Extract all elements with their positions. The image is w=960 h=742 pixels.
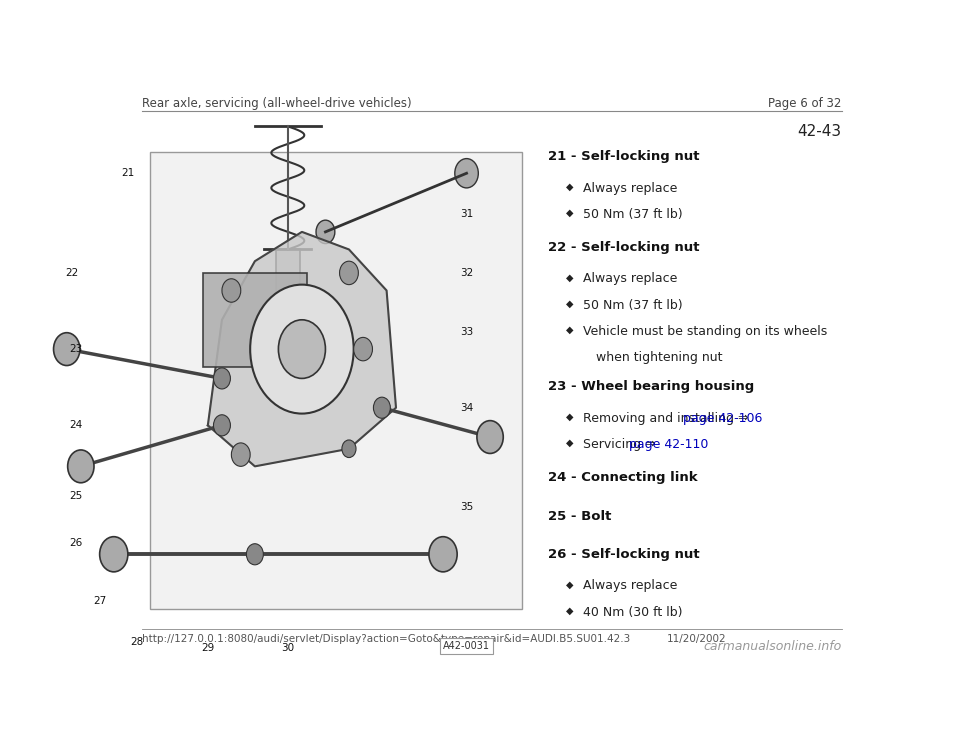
Circle shape xyxy=(231,443,251,466)
Circle shape xyxy=(455,159,478,188)
Circle shape xyxy=(213,415,230,436)
Bar xyxy=(204,273,306,367)
Polygon shape xyxy=(207,232,396,467)
Bar xyxy=(276,249,300,332)
Text: 26 - Self-locking nut: 26 - Self-locking nut xyxy=(548,548,700,561)
Circle shape xyxy=(213,368,230,389)
Text: 22 - Self-locking nut: 22 - Self-locking nut xyxy=(548,241,699,254)
Circle shape xyxy=(100,536,128,572)
Text: 24 - Connecting link: 24 - Connecting link xyxy=(548,471,697,485)
Text: 31: 31 xyxy=(460,209,473,220)
Circle shape xyxy=(247,544,263,565)
Circle shape xyxy=(316,220,335,243)
Text: ◆: ◆ xyxy=(566,299,574,309)
Text: Page 6 of 32: Page 6 of 32 xyxy=(768,96,842,110)
Text: Always replace: Always replace xyxy=(583,580,677,592)
Text: 42-43: 42-43 xyxy=(798,125,842,139)
Text: 34: 34 xyxy=(460,403,473,413)
Text: carmanualsonline.info: carmanualsonline.info xyxy=(704,640,842,653)
Circle shape xyxy=(429,536,457,572)
Circle shape xyxy=(54,332,80,366)
Text: Servicing ⇒: Servicing ⇒ xyxy=(583,439,660,451)
Text: 30: 30 xyxy=(281,643,295,653)
Text: ◆: ◆ xyxy=(566,325,574,335)
Text: ◆: ◆ xyxy=(566,208,574,218)
Text: Removing and installing ⇒: Removing and installing ⇒ xyxy=(583,412,753,425)
Text: page 42-106: page 42-106 xyxy=(684,412,763,425)
Text: 50 Nm (37 ft lb): 50 Nm (37 ft lb) xyxy=(583,299,683,312)
Text: ◆: ◆ xyxy=(566,580,574,589)
Text: 21: 21 xyxy=(121,168,134,178)
Bar xyxy=(150,152,522,609)
Text: ◆: ◆ xyxy=(566,439,574,448)
Text: 27: 27 xyxy=(93,596,107,606)
Text: 11/20/2002: 11/20/2002 xyxy=(667,634,727,643)
Text: 23: 23 xyxy=(69,344,83,354)
Text: ◆: ◆ xyxy=(566,412,574,422)
Text: ◆: ◆ xyxy=(566,182,574,191)
Circle shape xyxy=(67,450,94,483)
Circle shape xyxy=(278,320,325,378)
Text: Vehicle must be standing on its wheels: Vehicle must be standing on its wheels xyxy=(583,325,827,338)
Circle shape xyxy=(353,338,372,361)
Text: 23 - Wheel bearing housing: 23 - Wheel bearing housing xyxy=(548,381,754,393)
Text: 25: 25 xyxy=(69,490,83,501)
Text: 32: 32 xyxy=(460,268,473,278)
Circle shape xyxy=(477,421,503,453)
Circle shape xyxy=(340,261,358,285)
Text: 21 - Self-locking nut: 21 - Self-locking nut xyxy=(548,150,699,163)
Text: page 42-110: page 42-110 xyxy=(629,439,708,451)
Text: Always replace: Always replace xyxy=(583,182,677,194)
Text: 25 - Bolt: 25 - Bolt xyxy=(548,510,612,522)
Circle shape xyxy=(222,279,241,302)
Text: 33: 33 xyxy=(460,326,473,337)
Text: 40 Nm (30 ft lb): 40 Nm (30 ft lb) xyxy=(583,605,683,619)
Circle shape xyxy=(342,440,356,458)
Circle shape xyxy=(373,397,391,418)
Text: when tightening nut: when tightening nut xyxy=(596,351,723,364)
Text: 22: 22 xyxy=(64,268,78,278)
Text: 24: 24 xyxy=(69,420,83,430)
Text: 26: 26 xyxy=(69,537,83,548)
Text: ◆: ◆ xyxy=(566,605,574,616)
Circle shape xyxy=(251,285,353,413)
Text: 28: 28 xyxy=(131,637,144,647)
Text: ◆: ◆ xyxy=(566,272,574,283)
Text: A42-0031: A42-0031 xyxy=(444,641,491,651)
Text: Always replace: Always replace xyxy=(583,272,677,286)
Text: 50 Nm (37 ft lb): 50 Nm (37 ft lb) xyxy=(583,208,683,221)
Text: 35: 35 xyxy=(460,502,473,513)
Text: Rear axle, servicing (all-wheel-drive vehicles): Rear axle, servicing (all-wheel-drive ve… xyxy=(142,96,412,110)
Text: 29: 29 xyxy=(202,643,214,653)
Text: http://127.0.0.1:8080/audi/servlet/Display?action=Goto&type=repair&id=AUDI.B5.SU: http://127.0.0.1:8080/audi/servlet/Displ… xyxy=(142,634,631,643)
